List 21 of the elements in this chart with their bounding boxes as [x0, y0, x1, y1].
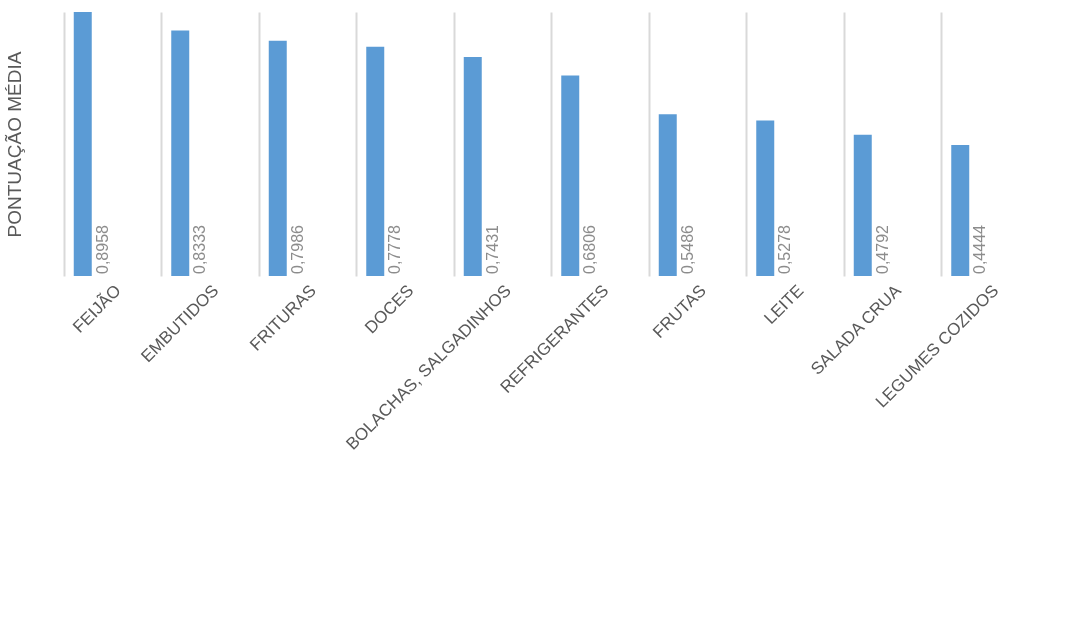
data-label: 0,6806	[581, 224, 599, 274]
bar	[268, 40, 287, 276]
data-label: 0,7778	[386, 224, 404, 274]
bar	[171, 30, 190, 276]
bar	[463, 57, 482, 276]
data-label: 0,7431	[483, 224, 501, 274]
data-label: 0,8333	[191, 224, 209, 274]
bar	[853, 134, 872, 276]
data-label: 0,5486	[678, 224, 696, 274]
bar	[658, 114, 677, 276]
bar	[73, 12, 92, 276]
bar	[561, 75, 580, 276]
data-label: 0,7986	[288, 224, 306, 274]
bar	[951, 145, 970, 276]
data-label: 0,8958	[93, 224, 111, 274]
bar	[756, 120, 775, 276]
data-label: 0,4444	[971, 224, 989, 274]
data-label: 0,5278	[776, 224, 794, 274]
bar	[366, 46, 385, 276]
data-label: 0,4792	[873, 224, 891, 274]
y-axis-title: PONTUAÇÃO MÉDIA	[3, 51, 25, 238]
